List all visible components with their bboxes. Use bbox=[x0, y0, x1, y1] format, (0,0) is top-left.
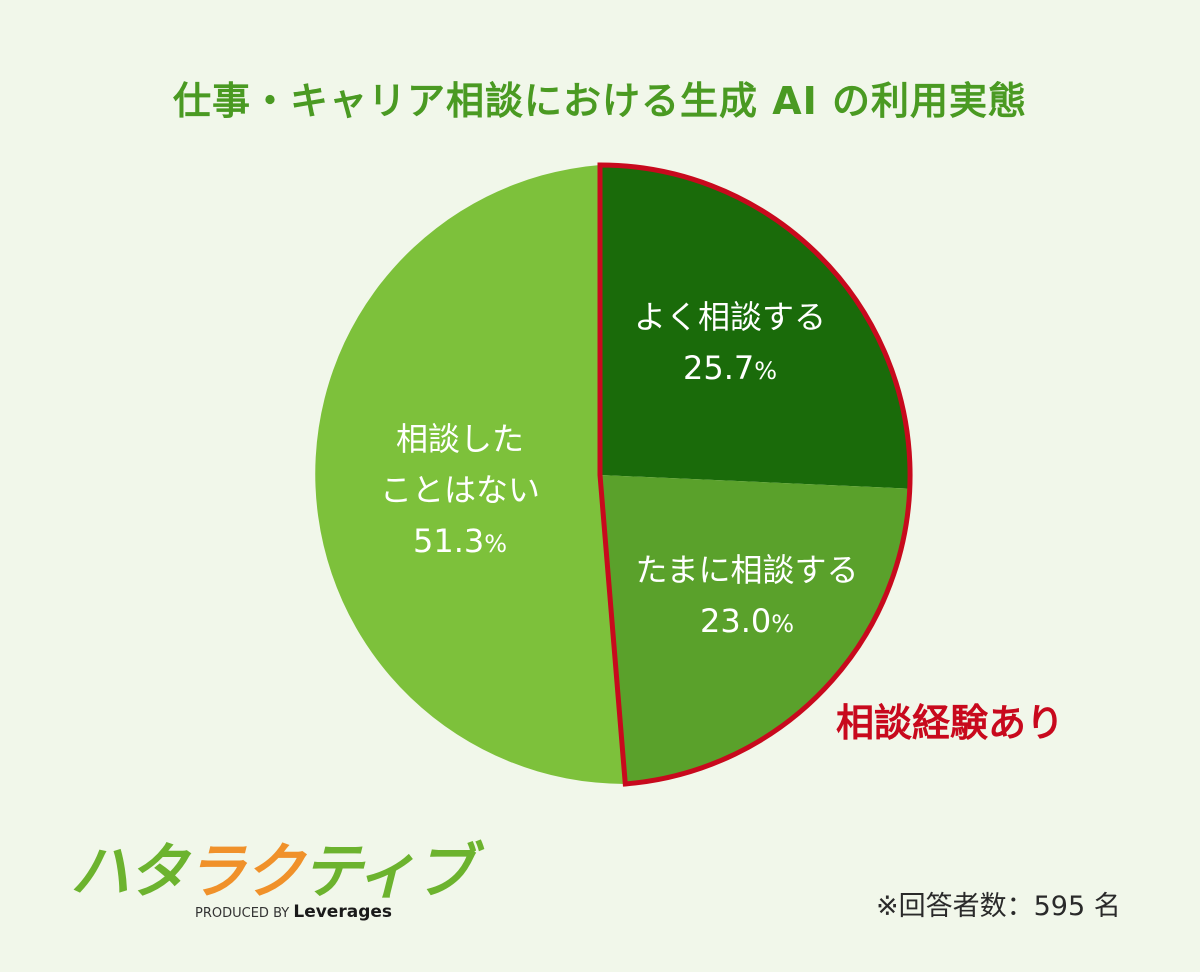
chart-title: 仕事・キャリア相談における生成 AI の利用実態 bbox=[172, 79, 1027, 123]
slice-label-never: 相談した ことはない 51.3% bbox=[340, 414, 580, 568]
slice-value: 51.3% bbox=[412, 522, 508, 561]
slice-label-text: よく相談する bbox=[633, 298, 826, 336]
logo-byline: PRODUCED BY Leverages bbox=[195, 902, 393, 922]
highlight-annotation: 相談経験あり bbox=[836, 701, 1065, 745]
slice-label-text: ことはない bbox=[379, 471, 540, 510]
highlight-outline bbox=[597, 162, 913, 787]
slice-sometimes bbox=[600, 475, 910, 784]
logo-mark: ハタラクティブ bbox=[70, 837, 474, 907]
sample-size-note: ※回答者数：595 名 bbox=[876, 891, 1121, 922]
slice-label-sometimes: たまに相談する 23.0% bbox=[612, 545, 882, 647]
slice-value: 23.0% bbox=[699, 602, 795, 641]
slice-label-text: たまに相談する bbox=[635, 551, 859, 589]
brand-logo: ハタラクティブ PRODUCED BY Leverages bbox=[70, 837, 474, 922]
slice-label-often: よく相談する 25.7% bbox=[600, 292, 860, 394]
slice-value: 25.7% bbox=[682, 349, 778, 388]
slice-label-text: 相談した bbox=[395, 420, 524, 458]
slice-often bbox=[600, 164, 911, 489]
slice-never bbox=[315, 165, 626, 784]
